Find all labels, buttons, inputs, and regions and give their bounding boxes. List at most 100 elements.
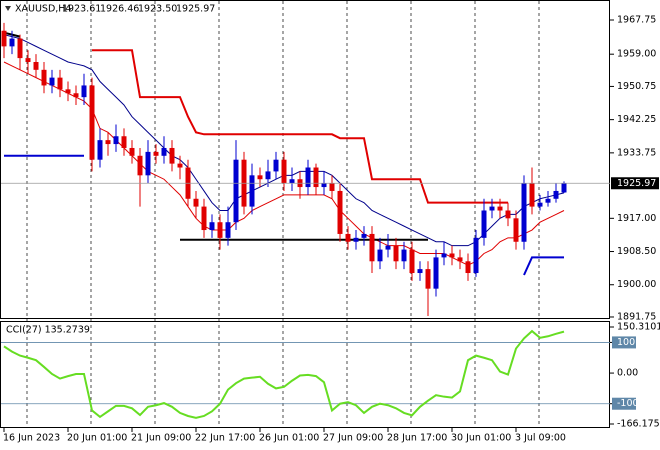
- x-tick-label: 26 Jun 01:00: [259, 433, 319, 444]
- candle-body: [425, 269, 431, 289]
- y-tick-label: 1959.00: [617, 49, 656, 60]
- high-label: 1926.46: [100, 4, 139, 15]
- indicator-line: [4, 154, 564, 276]
- candle-body: [169, 147, 175, 164]
- y-tick-label: 1891.75: [617, 311, 656, 322]
- y-tick-label: 150.3101: [617, 322, 660, 333]
- candle-body: [497, 206, 503, 211]
- candle-body: [137, 155, 143, 176]
- y-tick-label: 1917.00: [617, 213, 656, 224]
- candle-body: [177, 163, 183, 168]
- level-box: [612, 397, 636, 410]
- symbol-title: XAUUSD,H4: [15, 4, 71, 15]
- candle-body: [505, 210, 511, 219]
- candle-body: [385, 245, 391, 250]
- y-tick-label: 1950.75: [617, 81, 656, 92]
- candle-body: [57, 77, 63, 90]
- x-tick-label: 22 Jun 17:00: [195, 433, 255, 444]
- x-tick-label: 28 Jun 17:00: [387, 433, 447, 444]
- candle-body: [193, 198, 199, 207]
- candle-body: [553, 190, 559, 199]
- y-tick-label: 1967.75: [617, 14, 656, 25]
- candle-body: [473, 237, 479, 274]
- candle-body: [41, 69, 47, 86]
- candle-body: [89, 85, 95, 160]
- price-label: 1925.97: [617, 178, 656, 189]
- indicator-line: [3, 61, 565, 266]
- x-tick-label: 3 Jul 09:00: [515, 433, 566, 444]
- y-tick-label: 1933.75: [617, 147, 656, 158]
- price-box: [611, 177, 659, 190]
- candle-body: [233, 159, 239, 223]
- low-label: 1923.50: [138, 4, 177, 15]
- candle-body: [161, 147, 167, 156]
- candle-body: [441, 253, 447, 258]
- candle-body: [265, 171, 271, 180]
- candle-body: [393, 245, 399, 262]
- cci-title: CCI(27) 135.2739: [6, 325, 90, 336]
- candle-body: [537, 202, 543, 207]
- indicator-line: [92, 49, 508, 204]
- candle-body: [377, 249, 383, 262]
- candle-body: [561, 183, 567, 193]
- candle-body: [97, 140, 103, 160]
- candle-body: [65, 89, 71, 94]
- candle-body: [281, 159, 287, 184]
- candle-body: [313, 167, 319, 188]
- candle-body: [49, 77, 55, 86]
- candle-body: [345, 233, 351, 242]
- candle-body: [9, 38, 15, 47]
- candle-body: [217, 222, 223, 238]
- y-tick-label: 1900.00: [617, 279, 656, 290]
- candle-body: [225, 222, 231, 238]
- x-tick-label: 20 Jun 01:00: [67, 433, 127, 444]
- x-tick-label: 30 Jun 01:00: [451, 433, 511, 444]
- candle-body: [457, 257, 463, 262]
- candle-body: [337, 190, 343, 234]
- candle-body: [145, 151, 151, 176]
- candle-body: [73, 93, 79, 98]
- candle-body: [353, 237, 359, 242]
- candle-body: [489, 206, 495, 211]
- x-tick-label: 27 Jun 09:00: [323, 433, 383, 444]
- candle-body: [329, 183, 335, 191]
- candle-body: [153, 151, 159, 156]
- candle-body: [529, 183, 535, 207]
- candle-body: [409, 249, 415, 274]
- y-tick-label: -100: [617, 398, 639, 409]
- candle-body: [401, 249, 407, 262]
- candle-body: [289, 179, 295, 184]
- candle-body: [521, 183, 527, 242]
- candle-body: [465, 261, 471, 274]
- candle-body: [369, 233, 375, 262]
- candle-body: [481, 210, 487, 238]
- candle-body: [249, 175, 255, 207]
- candle-body: [121, 136, 127, 148]
- candle-body: [105, 140, 111, 145]
- candle-body: [273, 159, 279, 172]
- candle-body: [113, 136, 119, 145]
- y-tick-label: 1908.50: [617, 246, 656, 257]
- y-tick-label: -166.1754: [617, 419, 660, 430]
- x-tick-label: 16 Jun 2023: [3, 433, 60, 444]
- candle-body: [201, 206, 207, 231]
- candle-body: [33, 62, 39, 70]
- candle-body: [25, 58, 31, 63]
- candle-body: [361, 233, 367, 238]
- candle-body: [545, 198, 551, 203]
- candle-body: [81, 85, 87, 98]
- open-label: 1923.61: [62, 4, 101, 15]
- level-box: [612, 336, 636, 349]
- candle-body: [1, 30, 7, 47]
- candle-body: [513, 218, 519, 242]
- candle-body: [417, 269, 423, 274]
- candle-body: [209, 222, 215, 231]
- candle-body: [305, 167, 311, 188]
- candle-body: [449, 253, 455, 258]
- candle-body: [129, 147, 135, 156]
- x-tick-label: 21 Jun 09:00: [131, 433, 191, 444]
- y-tick-label: 0.00: [617, 368, 638, 379]
- y-tick-label: 1942.25: [617, 114, 656, 125]
- close-label: 1925.97: [176, 4, 215, 15]
